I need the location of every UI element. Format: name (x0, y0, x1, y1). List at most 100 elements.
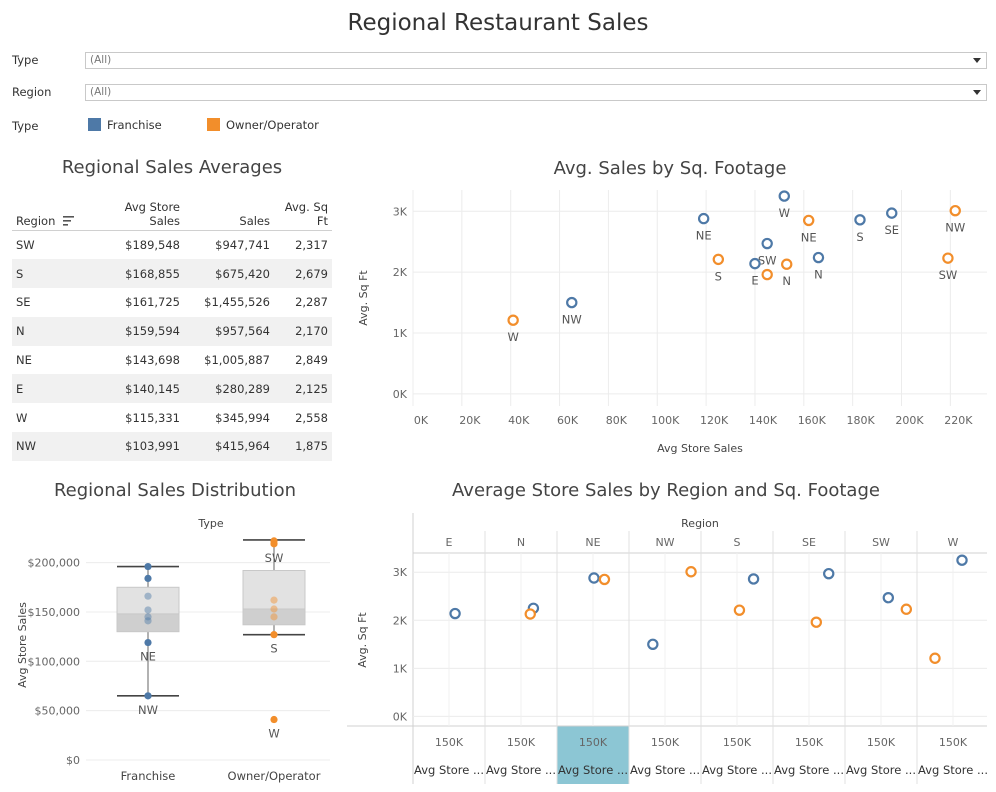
cell-sales: $415,964 (184, 432, 274, 461)
scatter-point[interactable] (761, 268, 773, 281)
box-lower (116, 613, 180, 633)
x-tick-label: 150K (723, 736, 752, 749)
scatter-point[interactable] (697, 212, 710, 225)
cell-sales: $957,564 (184, 316, 274, 346)
legend-swatch-owner-operator[interactable] (207, 118, 220, 131)
panel-point[interactable] (929, 652, 941, 664)
y-tick-label: 0K (393, 388, 408, 401)
point-label: S (270, 642, 277, 656)
sort-descending-icon[interactable] (63, 216, 75, 226)
cell-region: S (12, 259, 82, 289)
scatter-point[interactable] (812, 251, 825, 264)
box-point[interactable] (144, 692, 152, 700)
y-tick-label: 2K (393, 266, 408, 279)
box-point[interactable] (270, 540, 278, 548)
panel-point[interactable] (956, 554, 968, 566)
scatter-point[interactable] (886, 207, 898, 219)
dashboard-title: Regional Restaurant Sales (347, 10, 649, 36)
box-lower (242, 608, 306, 626)
cell-region: E (12, 374, 82, 404)
table-row[interactable]: NW $103,991 $415,964 1,875 (12, 432, 332, 461)
scatter-point[interactable] (942, 252, 954, 264)
x-axis-title: Avg Store ... (414, 763, 484, 777)
scatter-point[interactable] (781, 258, 793, 270)
scatter-point[interactable] (854, 214, 866, 226)
box-point[interactable] (270, 613, 278, 621)
scatter-point[interactable] (761, 237, 773, 250)
header-sales[interactable]: Sales (184, 200, 274, 231)
x-tick-label: 180K (847, 414, 876, 427)
box-point[interactable] (144, 606, 152, 614)
type-filter-value: (All) (90, 54, 112, 66)
header-avg-store-sales[interactable]: Avg Store Sales (82, 200, 184, 231)
box-point[interactable] (270, 631, 278, 639)
box-point[interactable] (144, 562, 152, 571)
table-row[interactable]: N $159,594 $957,564 2,170 (12, 316, 332, 346)
box-point[interactable] (144, 638, 152, 647)
panel-point[interactable] (900, 603, 913, 615)
box-point[interactable] (270, 715, 278, 724)
table-row[interactable]: NE $143,698 $1,005,887 2,849 (12, 346, 332, 375)
scatter-point[interactable] (566, 296, 578, 309)
x-axis-title: Avg Store ... (774, 763, 844, 777)
highlighted-panel-axis (557, 726, 629, 784)
cell-sales: $675,420 (184, 259, 274, 289)
scatter-point[interactable] (802, 214, 815, 227)
box-point[interactable] (270, 605, 278, 613)
x-tick-label: 100K (651, 414, 680, 427)
panel-region-label: SW (872, 536, 890, 549)
panel-point[interactable] (524, 608, 536, 620)
x-axis-title: Avg Store ... (558, 763, 628, 777)
x-tick-label: 220K (944, 414, 973, 427)
panel-point[interactable] (747, 573, 760, 585)
point-label: W (779, 206, 790, 220)
header-avg-sq-ft[interactable]: Avg. Sq Ft (274, 200, 332, 231)
box-point[interactable] (144, 574, 152, 583)
panel-region-label: NE (585, 536, 600, 549)
panel-point[interactable] (685, 566, 697, 578)
panel-point[interactable] (823, 567, 835, 580)
cell-avg-store-sales: $103,991 (82, 432, 184, 461)
scatter-point[interactable] (507, 314, 519, 326)
point-label: SW (265, 551, 284, 565)
panel-point[interactable] (598, 573, 611, 586)
panel-point[interactable] (449, 607, 461, 620)
x-tick-label: 40K (508, 414, 530, 427)
x-axis-title: Avg Store ... (918, 763, 988, 777)
panel-point[interactable] (882, 591, 895, 604)
x-tick-label: 80K (606, 414, 628, 427)
cell-sales: $947,741 (215, 238, 270, 253)
type-filter-dropdown[interactable]: (All) (85, 52, 987, 69)
y-tick-label: $50,000 (35, 705, 81, 718)
legend-swatch-franchise[interactable] (88, 118, 101, 131)
box-point[interactable] (144, 617, 152, 625)
box-point[interactable] (144, 592, 152, 600)
panel-region-label: S (734, 536, 741, 549)
table-row[interactable]: SE $161,725 $1,455,526 2,287 (12, 288, 332, 317)
scatter-point[interactable] (712, 253, 725, 266)
scatter-point[interactable] (778, 190, 790, 202)
table-row[interactable]: S $168,855 $675,420 2,679 (12, 259, 332, 289)
scatter-point[interactable] (749, 257, 761, 270)
legend-item-owner-operator[interactable]: Owner/Operator (226, 118, 319, 132)
y-tick-label: $200,000 (28, 557, 81, 570)
box-point[interactable] (144, 613, 152, 621)
x-tick-label: 150K (939, 736, 968, 749)
panel-point[interactable] (588, 572, 600, 584)
table-row[interactable]: E $140,145 $280,289 2,125 (12, 374, 332, 404)
panel-point[interactable] (647, 638, 659, 651)
cell-avg-sq-ft: 2,679 (274, 259, 332, 289)
x-tick-label: 150K (795, 736, 824, 749)
table-row[interactable]: W $115,331 $345,994 2,558 (12, 403, 332, 432)
cell-avg-sq-ft: 2,287 (295, 295, 328, 310)
header-region[interactable]: Region (12, 200, 82, 231)
panel-point[interactable] (733, 604, 746, 616)
legend-item-franchise[interactable]: Franchise (107, 118, 162, 132)
scatter-point[interactable] (949, 204, 961, 217)
panel-point[interactable] (810, 616, 823, 628)
box-point[interactable] (270, 596, 278, 604)
y-tick-label: 1K (393, 662, 408, 675)
region-filter-dropdown[interactable]: (All) (85, 84, 987, 101)
table-row[interactable]: SW $189,548 $947,741 2,317 (12, 231, 332, 260)
x-tick-label: 150K (435, 736, 464, 749)
